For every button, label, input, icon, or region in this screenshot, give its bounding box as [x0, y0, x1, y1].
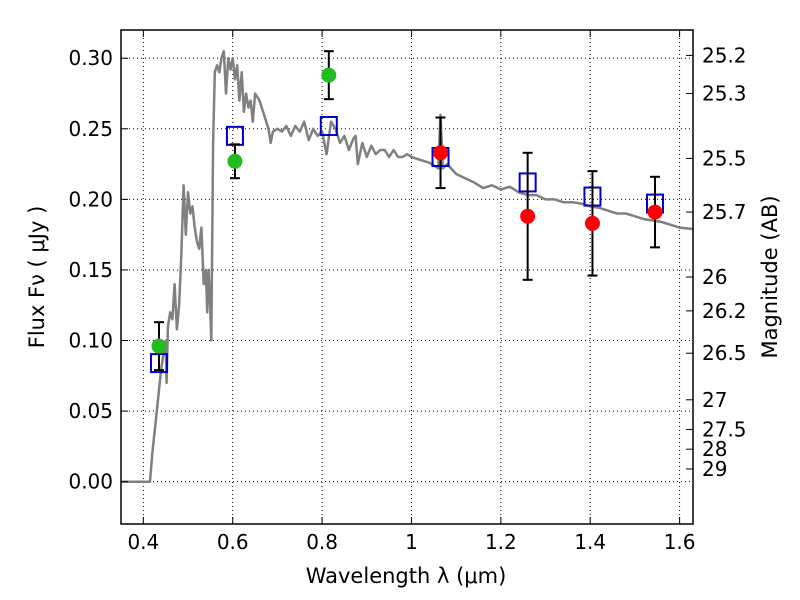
x-tick-label-2: 0.8 — [306, 530, 338, 554]
y-tick-label-5: 0.25 — [68, 117, 113, 141]
model-photometry-square-1 — [225, 125, 244, 146]
y-axis-label: Flux Fν ( μJy ) — [25, 206, 49, 349]
y-tick-label-4: 0.20 — [68, 187, 113, 211]
right-tick-label-0: 25.2 — [702, 43, 747, 67]
observed-optical-point-1 — [227, 153, 243, 169]
model-photometry-square-2 — [319, 115, 338, 136]
x-axis-label: Wavelength λ (μm) — [306, 564, 507, 588]
x-tick-label-1: 0.6 — [217, 530, 249, 554]
y-tick-label-2: 0.10 — [68, 329, 113, 353]
x-tick-label-6: 1.6 — [664, 530, 696, 554]
right-tick-label-3: 25.7 — [702, 200, 747, 224]
right-tick-label-2: 25.5 — [702, 146, 747, 170]
tick-labels: 0.4 0.6 0.8 1 1.2 1.4 1.6 0.00 0.05 0.10 0.15 0.20 0… — [68, 43, 746, 554]
right-tick-label-8: 27.5 — [702, 417, 747, 441]
observed-nir-point-1 — [520, 208, 536, 224]
series-layer — [121, 49, 694, 483]
right-tick-label-9: 28 — [702, 437, 727, 461]
model-sed-line — [121, 49, 694, 483]
y-tick-label-0: 0.00 — [68, 470, 113, 494]
right-tick-label-5: 26.2 — [702, 299, 747, 323]
y-tick-label-6: 0.30 — [68, 46, 113, 70]
right-tick-label-10: 29 — [702, 457, 727, 481]
right-tick-label-4: 26 — [702, 265, 727, 289]
x-tick-label-0: 0.4 — [127, 530, 159, 554]
x-tick-label-3: 1 — [405, 530, 418, 554]
tick-marks — [121, 30, 693, 524]
x-tick-label-5: 1.4 — [574, 530, 606, 554]
right-axis-label: Magnitude (AB) — [758, 195, 782, 358]
observed-optical-point-0 — [151, 338, 167, 354]
right-tick-label-7: 27 — [702, 388, 727, 412]
observed-nir-point-3 — [647, 204, 663, 220]
y-tick-label-3: 0.15 — [68, 258, 113, 282]
observed-optical-point-2 — [321, 67, 337, 83]
observed-nir-point-2 — [584, 215, 600, 231]
y-tick-label-1: 0.05 — [68, 399, 113, 423]
x-tick-label-4: 1.2 — [485, 530, 517, 554]
right-tick-label-1: 25.3 — [702, 82, 747, 106]
grid-lines — [121, 30, 693, 524]
observed-nir-point-0 — [433, 145, 449, 161]
right-tick-label-6: 26.5 — [702, 341, 747, 365]
